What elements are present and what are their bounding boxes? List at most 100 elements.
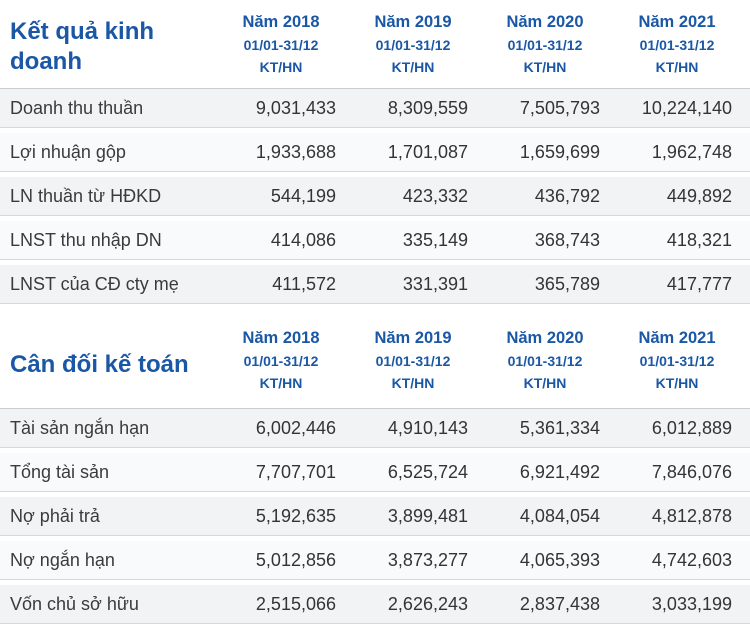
table-row-total-liabilities: Nợ phải trả 5,192,635 3,899,481 4,084,05… [0,497,750,536]
row-label: LNST thu nhập DN [10,229,162,250]
period-label: 01/01-31/12 [639,37,715,53]
table-row-current-assets: Tài sản ngắn hạn 6,002,446 4,910,143 5,3… [0,409,750,448]
row-value: 414,086 [270,229,336,250]
table-row-total-assets: Tổng tài sản 7,707,701 6,525,724 6,921,4… [0,453,750,492]
row-value: 418,321 [666,229,732,250]
row-value: 423,332 [402,185,468,206]
basis-label: KT/HN [523,375,567,391]
section-title-balance-sheet: Cân đối kế toán [10,351,189,378]
year-label: Năm 2021 [638,13,716,31]
row-value: 4,812,878 [651,505,732,526]
row-value: 3,033,199 [651,593,732,614]
row-value: 10,224,140 [641,97,732,118]
row-label: LN thuần từ HĐKD [10,185,162,206]
balance-sheet-header: Cân đối kế toán Năm 2018 01/01-31/12 KT/… [0,316,750,408]
table-row-operating-profit: LN thuần từ HĐKD 544,199 423,332 436,792… [0,177,750,216]
row-value: 7,707,701 [255,461,336,482]
row-label: Lợi nhuận gộp [10,141,126,162]
row-value: 5,012,856 [255,549,336,570]
table-row-net-revenue: Doanh thu thuần 9,031,433 8,309,559 7,50… [0,89,750,128]
row-value: 1,933,688 [255,141,336,162]
row-value: 9,031,433 [255,97,336,118]
period-label: 01/01-31/12 [375,353,451,369]
year-label: Năm 2018 [242,329,320,347]
row-value: 368,743 [534,229,600,250]
column-header-2021: Năm 2021 01/01-31/12 KT/HN [618,322,750,408]
row-label: Tổng tài sản [10,461,110,482]
row-value: 335,149 [402,229,468,250]
table-row-net-profit-after-tax: LNST thu nhập DN 414,086 335,149 368,743… [0,221,750,260]
basis-label: KT/HN [655,59,699,75]
table-row-gross-profit: Lợi nhuận gộp 1,933,688 1,701,087 1,659,… [0,133,750,172]
row-value: 365,789 [534,273,600,294]
period-label: 01/01-31/12 [243,353,319,369]
row-value: 2,837,438 [519,593,600,614]
year-label: Năm 2021 [638,329,716,347]
column-header-2018: Năm 2018 01/01-31/12 KT/HN [222,6,354,88]
basis-label: KT/HN [655,375,699,391]
table-row-current-liabilities: Nợ ngắn hạn 5,012,856 3,873,277 4,065,39… [0,541,750,580]
year-label: Năm 2019 [374,329,452,347]
row-value: 4,742,603 [651,549,732,570]
row-value: 2,515,066 [255,593,336,614]
row-value: 3,873,277 [387,549,468,570]
row-label: Doanh thu thuần [10,97,144,118]
column-header-2021: Năm 2021 01/01-31/12 KT/HN [618,6,750,88]
row-value: 6,921,492 [519,461,600,482]
row-value: 1,962,748 [651,141,732,162]
period-label: 01/01-31/12 [243,37,319,53]
row-value: 331,391 [402,273,468,294]
row-label: LNST của CĐ cty mẹ [10,273,179,294]
row-value: 8,309,559 [387,97,468,118]
row-label: Vốn chủ sở hữu [10,593,139,614]
row-value: 417,777 [666,273,732,294]
row-value: 1,701,087 [387,141,468,162]
balance-sheet-table: Cân đối kế toán Năm 2018 01/01-31/12 KT/… [0,316,750,624]
basis-label: KT/HN [259,59,303,75]
row-value: 411,572 [272,273,336,294]
column-header-2020: Năm 2020 01/01-31/12 KT/HN [486,6,618,88]
row-value: 6,525,724 [387,461,468,482]
section-title-income-statement: Kết quả kinh doanh [10,18,155,75]
row-value: 436,792 [534,185,600,206]
year-label: Năm 2018 [242,13,320,31]
row-value: 3,899,481 [387,505,468,526]
basis-label: KT/HN [259,375,303,391]
row-label: Tài sản ngắn hạn [10,417,150,438]
basis-label: KT/HN [391,59,435,75]
row-value: 449,892 [666,185,732,206]
row-value: 5,361,334 [519,417,600,438]
table-row-parent-shareholder-profit: LNST của CĐ cty mẹ 411,572 331,391 365,7… [0,265,750,304]
year-label: Năm 2020 [506,13,584,31]
row-value: 7,846,076 [651,461,732,482]
table-row-owner-equity: Vốn chủ sở hữu 2,515,066 2,626,243 2,837… [0,585,750,624]
row-value: 6,012,889 [651,417,732,438]
income-statement-table: Kết quả kinh doanh Năm 2018 01/01-31/12 … [0,0,750,304]
period-label: 01/01-31/12 [375,37,451,53]
column-header-2019: Năm 2019 01/01-31/12 KT/HN [354,6,486,88]
row-value: 2,626,243 [387,593,468,614]
period-label: 01/01-31/12 [507,37,583,53]
row-value: 4,084,054 [519,505,600,526]
row-value: 4,910,143 [387,417,468,438]
row-value: 544,199 [270,185,336,206]
row-value: 7,505,793 [519,97,600,118]
row-value: 1,659,699 [519,141,600,162]
row-label: Nợ ngắn hạn [10,549,115,570]
basis-label: KT/HN [523,59,567,75]
period-label: 01/01-31/12 [639,353,715,369]
column-header-2018: Năm 2018 01/01-31/12 KT/HN [222,322,354,408]
column-header-2020: Năm 2020 01/01-31/12 KT/HN [486,322,618,408]
income-statement-header: Kết quả kinh doanh Năm 2018 01/01-31/12 … [0,0,750,88]
column-header-2019: Năm 2019 01/01-31/12 KT/HN [354,322,486,408]
year-label: Năm 2020 [506,329,584,347]
row-value: 5,192,635 [255,505,336,526]
balance-sheet-body: Tài sản ngắn hạn 6,002,446 4,910,143 5,3… [0,408,750,624]
row-label: Nợ phải trả [10,505,100,526]
year-label: Năm 2019 [374,13,452,31]
row-value: 4,065,393 [519,549,600,570]
row-value: 6,002,446 [255,417,336,438]
period-label: 01/01-31/12 [507,353,583,369]
income-statement-body: Doanh thu thuần 9,031,433 8,309,559 7,50… [0,88,750,304]
